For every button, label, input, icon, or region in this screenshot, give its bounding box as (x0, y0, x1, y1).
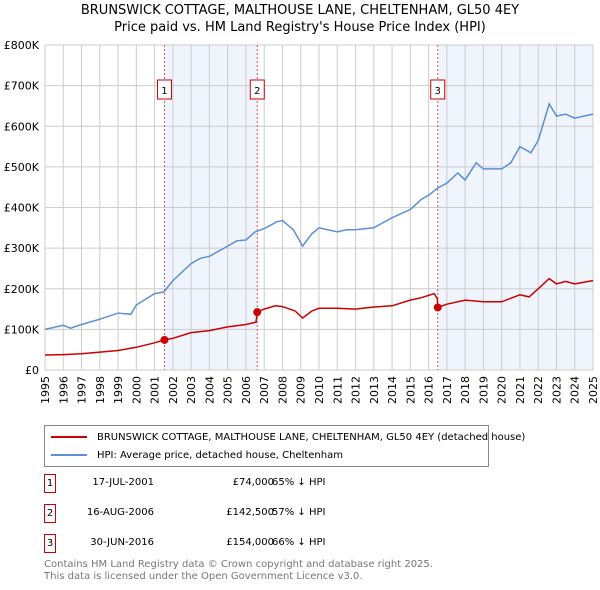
x-tick-label: 2025 (587, 376, 600, 404)
sale-marker: 3 (44, 534, 56, 553)
subtitle-line: Price paid vs. HM Land Registry's House … (114, 20, 486, 35)
y-tick-label: £600K (4, 120, 40, 133)
x-tick-label: 2004 (203, 376, 216, 404)
x-tick-label: 2020 (496, 376, 509, 404)
chart-title: BRUNSWICK COTTAGE, MALTHOUSE LANE, CHELT… (0, 2, 600, 36)
sale-marker: 1 (44, 474, 56, 493)
x-tick-label: 2002 (167, 376, 180, 404)
y-tick-label: £800K (4, 39, 40, 52)
sale-date: 16-AUG-2006 (86, 507, 154, 518)
sale-label: 1 (161, 86, 167, 97)
legend-swatch (51, 454, 87, 456)
sale-date: 30-JUN-2016 (90, 537, 154, 548)
x-tick-label: 2008 (276, 376, 289, 404)
sale-point (160, 335, 169, 344)
legend-label: HPI: Average price, detached house, Chel… (97, 449, 343, 461)
sale-hpi: 57% ↓ HPI (272, 507, 326, 518)
legend-swatch (51, 436, 87, 438)
x-tick-label: 2023 (550, 376, 563, 404)
sale-row: 1 17-JUL-2001 £74,000 65% ↓ HPI (44, 474, 444, 493)
y-tick-label: £100K (4, 323, 40, 336)
x-tick-label: 2024 (569, 376, 582, 404)
footer: Contains HM Land Registry data © Crown c… (44, 559, 433, 583)
series-line (44, 102, 594, 331)
x-tick-label: 2016 (423, 376, 436, 404)
x-tick-label: 2021 (514, 376, 527, 404)
x-tick-label: 1996 (57, 376, 70, 404)
x-tick-label: 2006 (240, 376, 253, 404)
y-tick-label: £300K (4, 242, 40, 255)
x-tick-label: 2017 (441, 376, 454, 404)
legend: BRUNSWICK COTTAGE, MALTHOUSE LANE, CHELT… (44, 425, 525, 467)
title-line: BRUNSWICK COTTAGE, MALTHOUSE LANE, CHELT… (80, 3, 520, 18)
sale-marker: 2 (44, 504, 56, 523)
y-tick-label: £0 (25, 364, 39, 377)
x-tick-label: 2015 (404, 376, 417, 404)
x-tick-label: 2014 (386, 376, 399, 404)
sale-price: £154,000 (226, 537, 274, 548)
y-tick-label: £700K (4, 80, 40, 93)
x-tick-label: 2001 (149, 376, 162, 404)
x-tick-label: 2012 (350, 376, 363, 404)
x-tick-label: 2009 (295, 376, 308, 404)
x-tick-label: 2013 (368, 376, 381, 404)
x-tick-label: 2011 (331, 376, 344, 404)
footer-line: Contains HM Land Registry data © Crown c… (44, 559, 433, 570)
sale-point (253, 308, 262, 317)
legend-label: BRUNSWICK COTTAGE, MALTHOUSE LANE, CHELT… (97, 431, 526, 443)
sale-hpi: 65% ↓ HPI (272, 477, 326, 488)
sale-price: £142,500 (226, 507, 274, 518)
x-tick-label: 2003 (185, 376, 198, 404)
x-tick-label: 2018 (459, 376, 472, 404)
legend-item-property: BRUNSWICK COTTAGE, MALTHOUSE LANE, CHELT… (45, 429, 525, 445)
sale-date: 17-JUL-2001 (92, 477, 154, 488)
sale-label-box (249, 79, 265, 100)
chart: 1995 1996 1997 1998 1999 2000 2001 2002 2003 2004… (4, 39, 600, 404)
x-tick-label: 1998 (94, 376, 107, 404)
x-tick-label: 2022 (532, 376, 545, 404)
sale-label: 2 (254, 86, 260, 97)
sale-label: 3 (435, 86, 441, 97)
x-tick-label: 2019 (477, 376, 490, 404)
sale-label-box (156, 79, 172, 100)
sale-hpi: 66% ↓ HPI (272, 537, 326, 548)
sale-row: 3 30-JUN-2016 £154,000 66% ↓ HPI (44, 534, 444, 553)
x-tick-label: 2005 (222, 376, 235, 404)
legend-item-hpi: HPI: Average price, detached house, Chel… (45, 447, 343, 463)
sale-label-box (430, 79, 446, 100)
x-tick-label: 2010 (313, 376, 326, 404)
y-tick-label: £200K (4, 283, 40, 296)
sale-price: £74,000 (232, 477, 274, 488)
x-tick-label: 1995 (39, 376, 52, 404)
y-tick-label: £500K (4, 161, 40, 174)
sale-point (433, 303, 442, 312)
y-tick-label: £400K (4, 202, 40, 215)
x-tick-label: 2000 (130, 376, 143, 404)
x-tick-label: 2007 (258, 376, 271, 404)
x-tick-label: 1999 (112, 376, 125, 404)
sale-row: 2 16-AUG-2006 £142,500 57% ↓ HPI (44, 504, 444, 523)
footer-line: This data is licensed under the Open Gov… (44, 571, 363, 582)
x-tick-label: 1997 (76, 376, 89, 404)
